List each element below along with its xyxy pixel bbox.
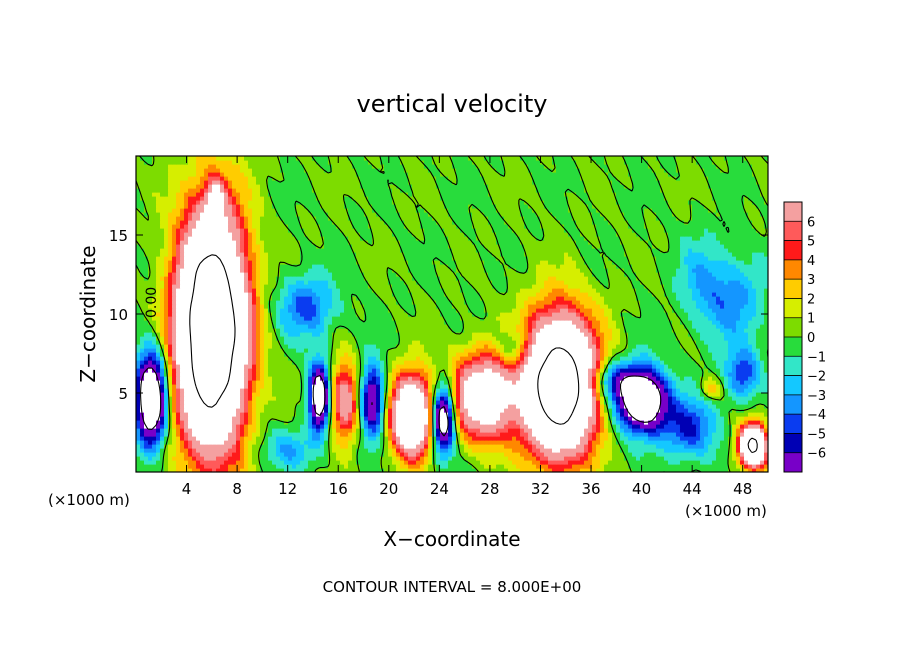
colorbar-swatch [784,221,802,241]
colorbar-swatch [784,279,802,299]
colorbar-swatch [784,453,802,473]
x-tick-label: 36 [581,480,600,498]
colorbar-swatch [784,376,802,396]
colorbar-label: 2 [807,292,815,307]
colorbar-label: −2 [807,370,826,385]
colorbar-label: −6 [807,447,826,462]
colorbar-swatch [784,356,802,376]
x-tick-label: 4 [182,480,192,498]
chart-title: vertical velocity [357,90,548,118]
colorbar-swatch [784,241,802,261]
x-axis-label: X−coordinate [383,527,520,551]
colorbar-label: 1 [807,312,815,327]
x-tick-label: 28 [480,480,499,498]
colorbar-swatch [784,318,802,338]
y-tick-label: 5 [118,385,128,403]
colorbar-swatch [784,202,802,222]
colorbar-label: −3 [807,389,826,404]
x-tick-label: 8 [232,480,242,498]
x-tick-label: 12 [278,480,297,498]
colorbar-swatch [784,260,802,280]
colorbar-label: 4 [807,254,815,269]
x-tick-label: 44 [683,480,702,498]
x-tick-label: 32 [531,480,550,498]
colorbar-label: −1 [807,350,826,365]
colorbar: 6 5 4 3 2 1 0 −1 −2 −3 −4 −5 −6 [784,202,826,472]
x-tick-label: 40 [632,480,651,498]
colorbar-swatch [784,433,802,453]
x-tick-label: 48 [733,480,752,498]
x-tick-label: 20 [379,480,398,498]
x-unit-left: (×1000 m) [48,491,130,509]
colorbar-swatch [784,337,802,357]
colorbar-label: 6 [807,215,815,230]
y-tick-label: 10 [109,306,128,324]
colorbar-label: 5 [807,235,815,250]
colorbar-label: −5 [807,427,826,442]
x-tick-label: 24 [430,480,449,498]
colorbar-label: 0 [807,331,815,346]
y-axis-label: Z−coordinate [76,245,100,382]
colorbar-swatch [784,298,802,318]
colorbar-label: −4 [807,408,826,423]
velocity-field [136,156,769,473]
x-unit-right: (×1000 m) [685,502,767,520]
colorbar-swatch [784,414,802,434]
x-tick-label: 16 [329,480,348,498]
colorbar-swatch [784,395,802,415]
y-tick-label: 15 [109,227,128,245]
contour-label: 0.00 [144,287,160,318]
colorbar-label: 3 [807,273,815,288]
contour-interval-footer: CONTOUR INTERVAL = 8.000E+00 [323,578,582,596]
